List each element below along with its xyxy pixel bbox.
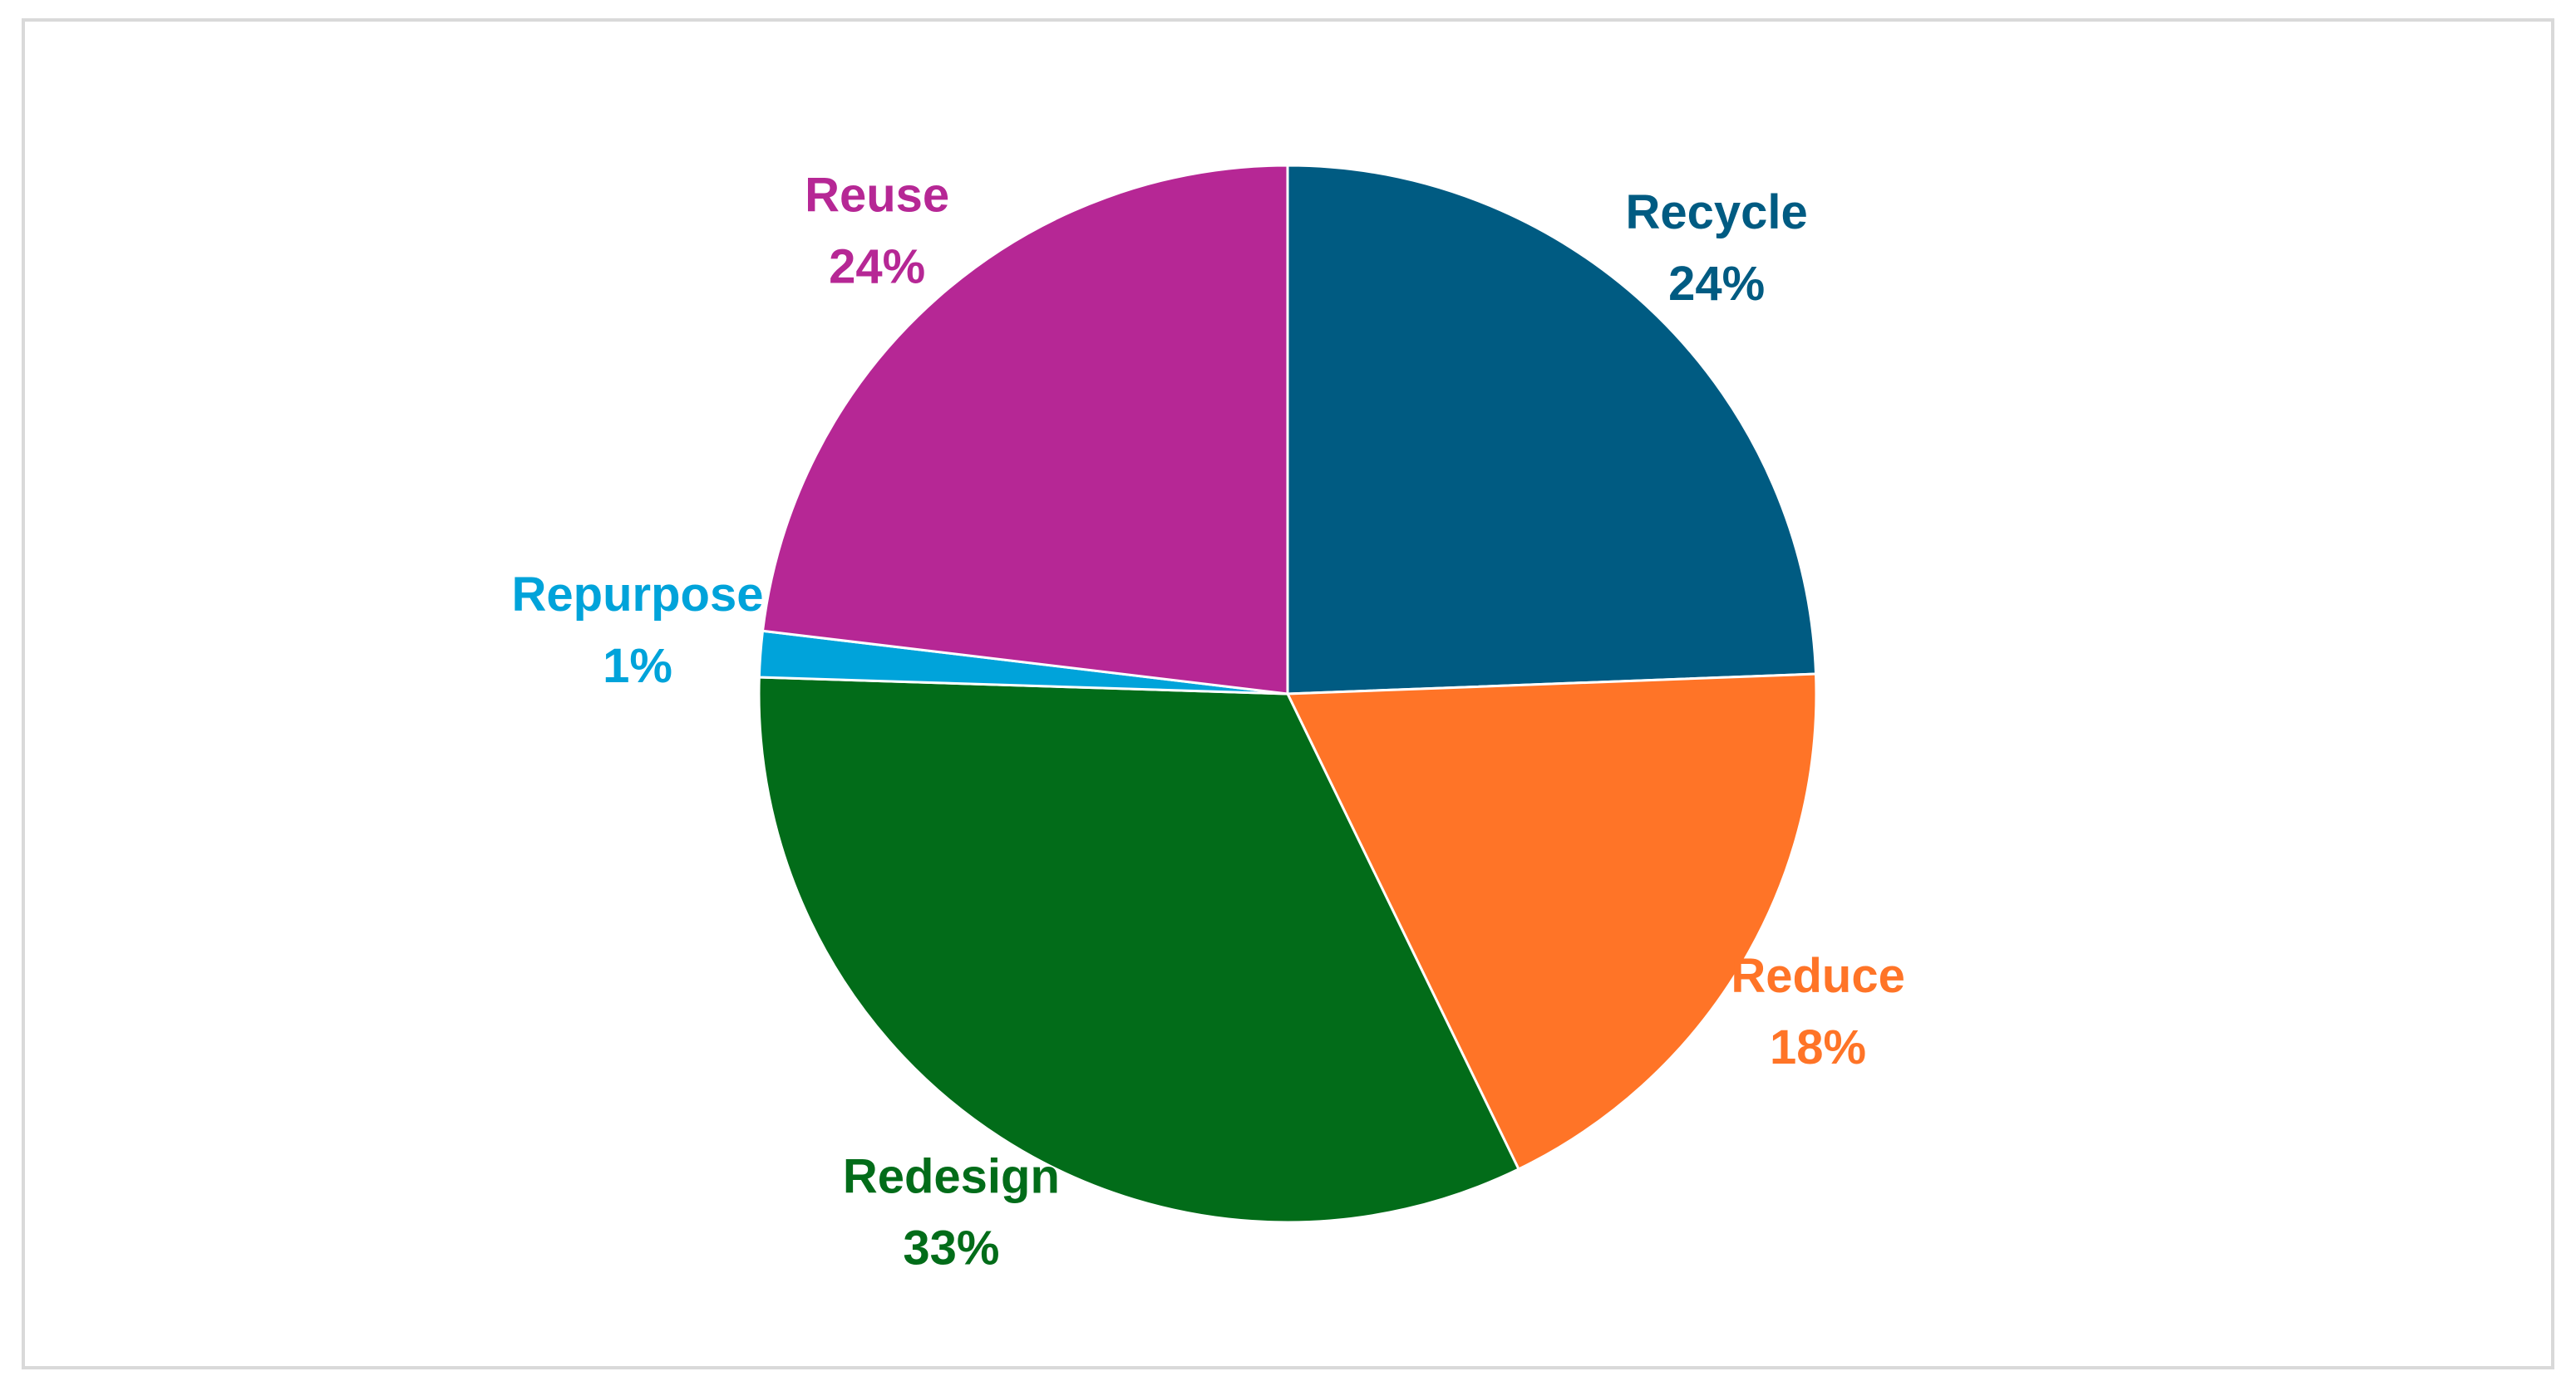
data-label-category: Reduce [1731,949,1905,1003]
pie-slice-recycle [1286,164,1818,696]
data-label-category: Reuse [805,168,949,222]
data-label-category: Recycle [1626,185,1808,239]
data-label-percent: 18% [1770,1020,1866,1074]
data-label-redesign: Redesign 33% [843,1149,1060,1275]
data-label-repurpose: Repurpose 1% [512,568,764,693]
data-label-percent: 33% [903,1221,999,1275]
data-label-percent: 24% [1668,257,1765,311]
data-label-percent: 1% [603,639,672,693]
data-label-reduce: Reduce 18% [1731,949,1905,1074]
pie-slices [757,164,1818,1224]
data-label-category: Repurpose [512,568,764,622]
data-label-recycle: Recycle 24% [1626,185,1808,311]
data-label-reuse: Reuse 24% [805,168,949,293]
pie-slice-reuse [761,164,1289,696]
pie-slice-reduce [1285,672,1818,1172]
data-label-percent: 24% [829,239,925,293]
pie-labels: Recycle 24% Reduce 18% Redesign 33% Repurpose 1… [512,168,1905,1275]
data-label-category: Redesign [843,1149,1060,1203]
pie-slice-redesign [757,676,1521,1224]
